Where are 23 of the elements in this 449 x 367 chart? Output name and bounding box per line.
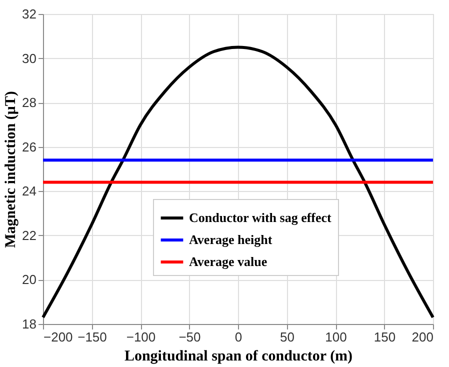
line-series xyxy=(42,46,434,319)
x-tick-label: −200 xyxy=(44,330,73,344)
y-tick-label: 28 xyxy=(22,95,36,110)
y-tick-label: 20 xyxy=(22,272,36,288)
y-tick-label: 26 xyxy=(22,139,36,154)
legend-label: Average height xyxy=(189,232,273,247)
x-tick-label: 200 xyxy=(412,330,434,344)
x-tick-label: 150 xyxy=(374,330,396,344)
x-tick-label: 100 xyxy=(325,330,347,344)
x-tick-label: −100 xyxy=(126,330,156,344)
y-tick-label: 32 xyxy=(22,6,36,22)
x-tick-label: −150 xyxy=(78,330,107,344)
x-tick-label: 50 xyxy=(280,330,294,344)
x-tick-label: 0 xyxy=(234,330,242,344)
y-tick-label: 18 xyxy=(22,316,36,332)
x-axis-title: Longitudinal span of conductor (m) xyxy=(124,348,353,364)
legend-label: Average value xyxy=(189,254,268,269)
x-tick-label: −50 xyxy=(178,330,201,344)
y-tick-label: 24 xyxy=(22,184,36,199)
legend-label: Conductor with sag effect xyxy=(189,210,332,225)
y-axis-title: Magnetic induction (μT) xyxy=(3,91,20,248)
y-tick-label: 22 xyxy=(22,228,36,243)
y-tick-label: 30 xyxy=(22,50,36,66)
